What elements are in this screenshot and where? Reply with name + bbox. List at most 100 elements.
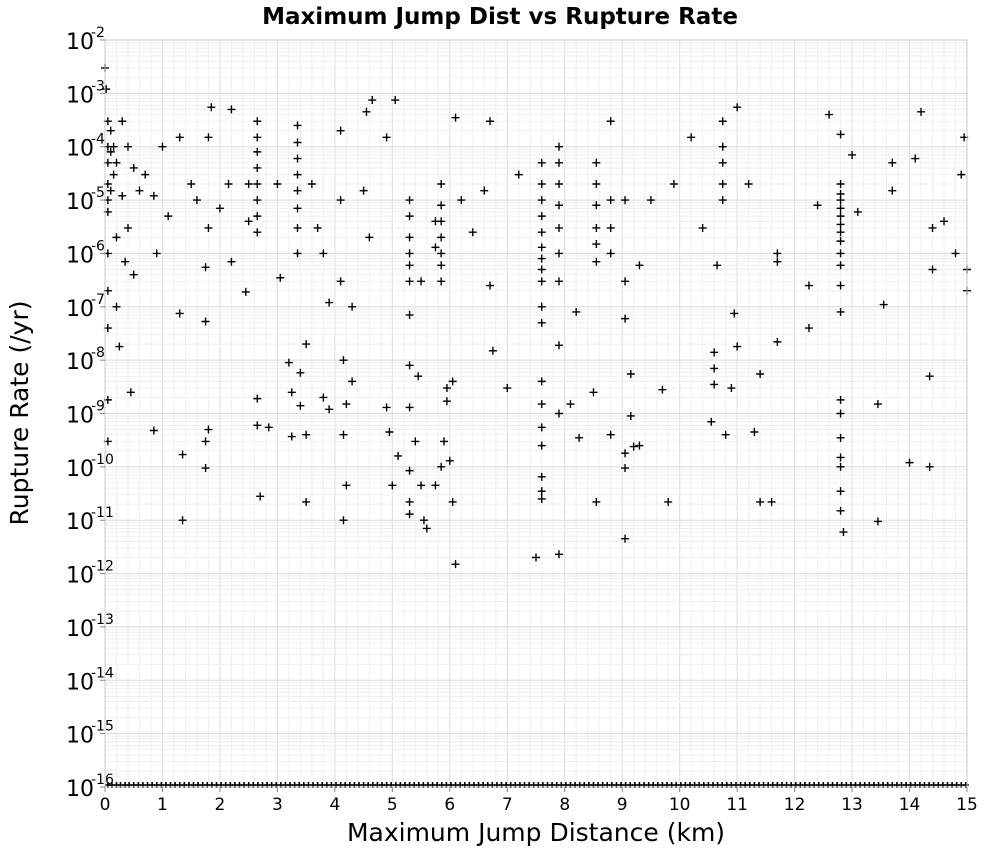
- data-point: [773, 257, 782, 266]
- y-tick-exponent: -2: [91, 25, 105, 41]
- data-point: [718, 142, 727, 151]
- data-point: [718, 117, 727, 126]
- data-point: [825, 110, 834, 119]
- data-point: [112, 302, 121, 311]
- data-point: [164, 212, 173, 221]
- data-point: [836, 220, 845, 229]
- data-point: [325, 298, 334, 307]
- data-point: [537, 158, 546, 167]
- data-point: [106, 186, 115, 195]
- data-point: [342, 481, 351, 490]
- data-point: [118, 117, 127, 126]
- data-point: [486, 281, 495, 290]
- data-point: [606, 249, 615, 258]
- data-point: [836, 180, 845, 189]
- data-point: [488, 346, 497, 355]
- y-axis-label: Rupture Rate (/yr): [5, 301, 34, 526]
- data-point: [204, 223, 213, 232]
- data-point: [293, 249, 302, 258]
- x-tick-label: 9: [617, 795, 628, 815]
- data-point: [836, 249, 845, 258]
- data-point: [431, 243, 440, 252]
- data-point: [710, 348, 719, 357]
- data-point: [437, 180, 446, 189]
- data-point: [733, 342, 742, 351]
- data-point: [836, 204, 845, 213]
- data-point: [405, 403, 414, 412]
- data-point: [431, 481, 440, 490]
- data-point: [365, 233, 374, 242]
- data-point: [592, 240, 601, 249]
- data-point: [442, 384, 451, 393]
- data-point: [382, 403, 391, 412]
- data-point: [537, 302, 546, 311]
- data-point: [635, 441, 644, 450]
- data-point: [730, 309, 739, 318]
- data-point: [537, 423, 546, 432]
- data-point: [118, 191, 127, 200]
- data-point: [178, 450, 187, 459]
- data-point: [339, 356, 348, 365]
- data-point: [348, 377, 357, 386]
- data-point: [804, 281, 813, 290]
- data-point: [457, 196, 466, 205]
- y-tick-label: 10: [66, 190, 94, 215]
- y-tick-exponent: -7: [91, 292, 105, 308]
- x-tick-label: 14: [899, 795, 921, 815]
- data-point: [253, 147, 262, 156]
- data-point: [302, 340, 311, 349]
- data-point: [253, 212, 262, 221]
- data-point: [592, 257, 601, 266]
- data-point: [414, 372, 423, 381]
- data-point: [106, 147, 115, 156]
- y-tick-exponent: -10: [91, 452, 114, 468]
- data-point: [592, 223, 601, 232]
- y-tick-label: 10: [66, 137, 94, 162]
- y-tick-label: 10: [66, 510, 94, 535]
- data-point: [451, 113, 460, 122]
- data-point: [253, 196, 262, 205]
- data-point: [437, 462, 446, 471]
- x-tick-label: 8: [559, 795, 570, 815]
- data-point: [437, 249, 446, 258]
- data-point: [175, 133, 184, 142]
- x-tick-label: 2: [215, 795, 226, 815]
- data-point: [253, 180, 262, 189]
- x-tick-label: 7: [502, 795, 513, 815]
- y-tick-exponent: -16: [91, 772, 114, 788]
- x-tick-label: 13: [841, 795, 863, 815]
- data-point: [554, 249, 563, 258]
- data-point: [287, 432, 296, 441]
- y-tick-label: 10: [66, 350, 94, 375]
- data-point: [537, 243, 546, 252]
- data-points: [101, 63, 971, 569]
- data-point: [554, 409, 563, 418]
- data-point: [385, 428, 394, 437]
- data-point: [537, 400, 546, 409]
- data-point: [836, 395, 845, 404]
- data-point: [451, 560, 460, 569]
- data-point: [115, 342, 124, 351]
- data-point: [405, 261, 414, 270]
- data-point: [514, 170, 523, 179]
- y-tick-label: 10: [66, 297, 94, 322]
- data-point: [710, 380, 719, 389]
- data-point: [121, 257, 130, 266]
- data-point: [836, 196, 845, 205]
- x-tick-label: 5: [387, 795, 398, 815]
- data-point: [537, 377, 546, 386]
- y-tick-exponent: -12: [91, 559, 114, 575]
- data-point: [405, 233, 414, 242]
- data-point: [537, 180, 546, 189]
- data-point: [836, 237, 845, 246]
- data-point: [293, 204, 302, 213]
- data-point: [405, 510, 414, 519]
- data-point: [224, 180, 233, 189]
- x-tick-label: 4: [329, 795, 340, 815]
- data-point: [836, 462, 845, 471]
- data-point: [853, 207, 862, 216]
- data-point: [307, 180, 316, 189]
- data-point: [592, 497, 601, 506]
- data-point: [187, 180, 196, 189]
